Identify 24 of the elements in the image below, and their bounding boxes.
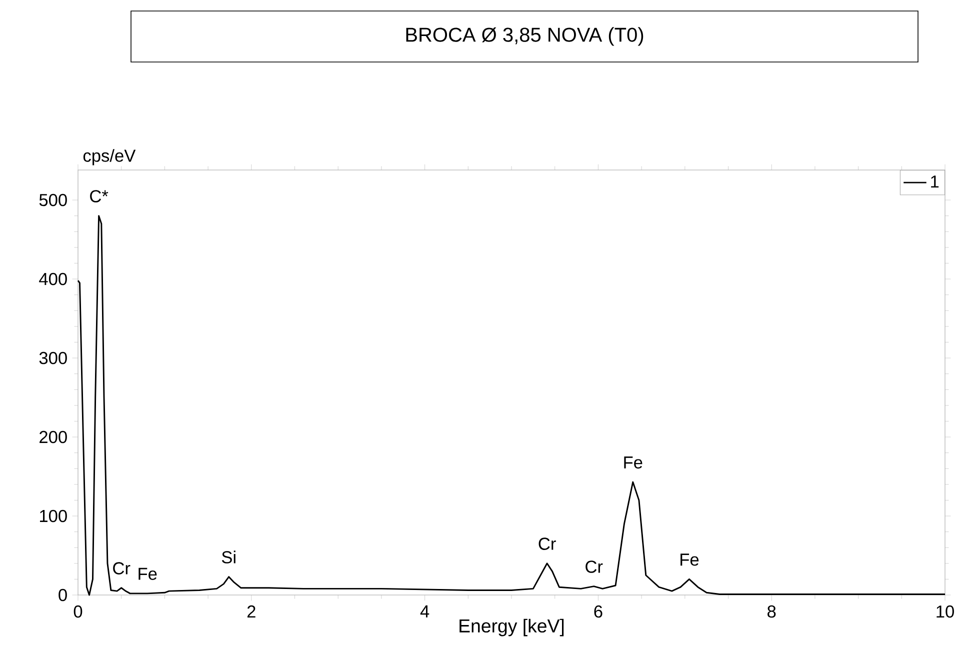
y-tick-label: 400 <box>39 272 67 286</box>
annotation: Fe <box>138 568 157 580</box>
y-tick-label: 100 <box>40 510 67 522</box>
x-tick-label: 6 <box>594 605 602 618</box>
x-tick-label: 4 <box>420 605 430 618</box>
legend-label: 1 <box>931 176 939 188</box>
y-tick-label: 0 <box>58 588 67 602</box>
x-tick-label: 10 <box>936 605 954 618</box>
y-tick-label: 500 <box>39 194 67 206</box>
annotation: C* <box>90 190 108 202</box>
y-tick-label: 300 <box>39 352 67 364</box>
annotation: Cr <box>538 538 556 550</box>
x-tick-label: 0 <box>74 605 82 618</box>
annotation: Cr <box>113 562 130 574</box>
chart-title: BROCA Ø 3,85 NOVA (T0) <box>406 27 644 46</box>
annotation: Fe <box>624 456 642 469</box>
y-tick-label: 200 <box>40 430 67 444</box>
annotation: Fe <box>680 554 699 566</box>
x-axis-title: Energy [keV] <box>460 618 564 636</box>
x-tick-label: 2 <box>247 605 256 618</box>
annotation: Si <box>222 550 236 564</box>
annotation: Cr <box>586 560 603 573</box>
x-tick-label: 8 <box>768 605 776 618</box>
y-axis-title: cps/eV <box>83 149 136 166</box>
